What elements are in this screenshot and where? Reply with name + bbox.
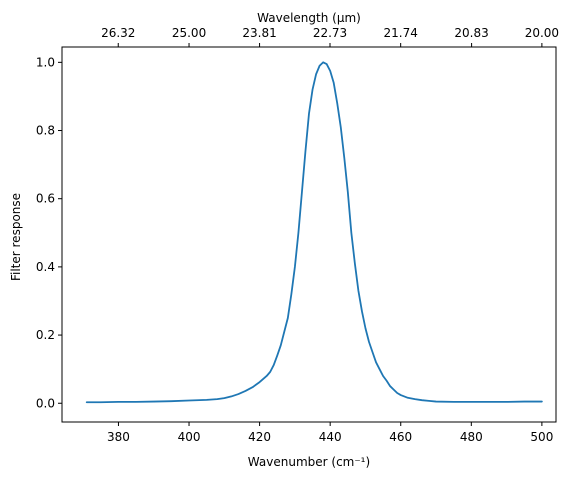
top-axis-label: Wavelength (μm) — [257, 11, 361, 25]
series-line-0 — [85, 61, 543, 404]
top-x-tick-label: 22.73 — [313, 26, 347, 40]
x-tick-label: 440 — [319, 430, 342, 444]
x-tick-label: 460 — [389, 430, 412, 444]
top-x-tick-label: 20.83 — [454, 26, 488, 40]
top-x-tick-label: 26.32 — [101, 26, 135, 40]
x-tick-label: 400 — [178, 430, 201, 444]
x-tick-label: 480 — [460, 430, 483, 444]
x-tick-label: 420 — [248, 430, 271, 444]
y-tick-label: 0.6 — [36, 192, 55, 206]
axes-layer: 380 400 420 440 460 480 500 0.0 0.2 0.4 0.6 0.8 1.0 2… — [36, 26, 559, 444]
y-tick-label: 0.4 — [36, 260, 55, 274]
top-x-tick-label: 25.00 — [172, 26, 206, 40]
plot-layer — [85, 61, 543, 404]
y-tick-label: 0.8 — [36, 124, 55, 138]
x-axis-label: Wavenumber (cm⁻¹) — [248, 455, 370, 469]
top-x-tick-label: 23.81 — [242, 26, 276, 40]
x-tick-label: 500 — [530, 430, 553, 444]
y-tick-label: 0.2 — [36, 328, 55, 342]
y-tick-label: 0.0 — [36, 396, 55, 410]
x-tick-label: 380 — [107, 430, 130, 444]
plot-frame — [61, 46, 557, 423]
y-axis-label: Filter response — [9, 193, 23, 281]
top-x-tick-label: 20.00 — [525, 26, 559, 40]
y-tick-label: 1.0 — [36, 55, 55, 69]
top-x-tick-label: 21.74 — [383, 26, 417, 40]
